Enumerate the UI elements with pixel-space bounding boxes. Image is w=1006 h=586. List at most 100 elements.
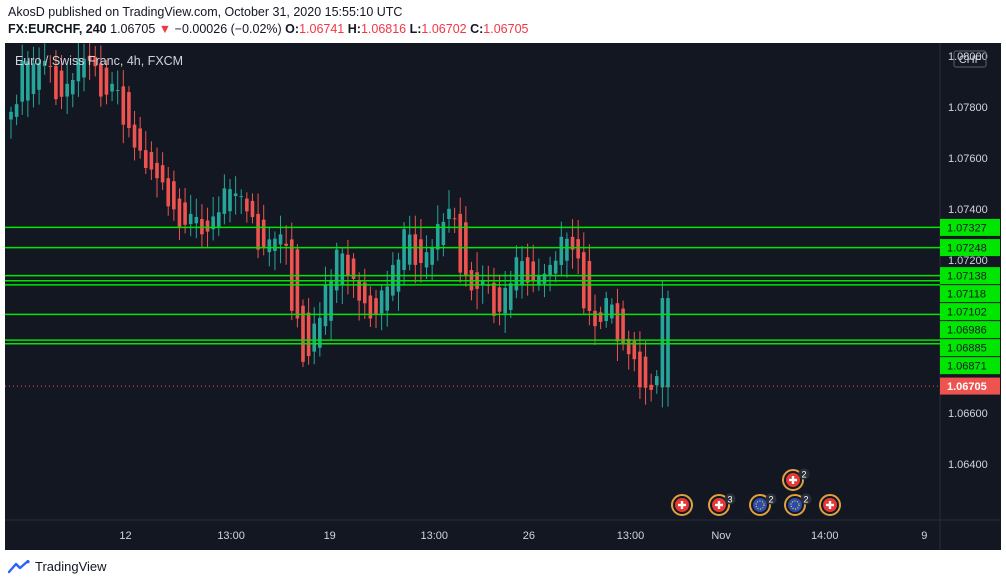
level-price-tag-label: 1.07327 <box>947 222 987 234</box>
candle-body <box>216 212 221 227</box>
candle-body <box>65 83 69 97</box>
level-price-tag-label: 1.06986 <box>947 325 987 337</box>
time-tick-label: 19 <box>324 530 336 542</box>
eu-stars <box>790 500 800 510</box>
candle <box>419 218 423 283</box>
candle-body <box>233 193 238 197</box>
candle <box>132 110 137 161</box>
candle <box>211 196 215 241</box>
level-price-tag-label: 1.07248 <box>947 243 987 255</box>
candle-body <box>261 219 266 249</box>
candle <box>621 300 625 351</box>
level-price-tag <box>940 218 1000 236</box>
candle <box>610 298 614 324</box>
time-tick-label: 26 <box>523 530 535 542</box>
candle <box>104 60 109 105</box>
symbol-name: FX:EURCHF, 240 <box>8 22 107 36</box>
candle-body <box>654 376 659 386</box>
candle <box>76 43 81 97</box>
candle-body <box>278 234 283 245</box>
candle-body <box>626 338 631 355</box>
candle <box>312 307 317 365</box>
candle-body <box>458 213 463 273</box>
candle-body <box>70 79 75 95</box>
tradingview-logo[interactable]: TradingView <box>8 559 107 574</box>
candle <box>99 45 103 107</box>
candle-body <box>26 61 30 101</box>
candle <box>289 222 294 321</box>
event-count: 3 <box>727 495 732 505</box>
candle <box>458 197 463 283</box>
candle <box>20 44 25 115</box>
candle <box>31 46 36 108</box>
time-tick-label: 12 <box>119 530 131 542</box>
candle-body <box>643 356 648 388</box>
candle <box>514 245 519 299</box>
candle-body <box>464 222 468 276</box>
economic-event-icon[interactable] <box>819 494 841 516</box>
candle-body <box>9 111 13 120</box>
candle <box>593 294 597 345</box>
candle-body <box>497 287 502 312</box>
candle-body <box>666 298 670 388</box>
candle-body <box>407 234 412 265</box>
candle <box>334 242 339 304</box>
economic-event-icon[interactable] <box>671 494 693 516</box>
candle <box>323 266 328 335</box>
candlestick-chart[interactable]: 1.08000 1.07800 1.07600 1.07400 1.07200 1.066… <box>5 43 1001 550</box>
candle-body <box>211 216 215 230</box>
candle-body <box>48 65 53 67</box>
candle <box>65 64 69 115</box>
candle-body <box>76 58 81 82</box>
candle-body <box>362 282 367 304</box>
candle-body <box>632 340 637 360</box>
candle <box>615 288 620 362</box>
candle-body <box>430 247 434 265</box>
candle-body <box>553 260 558 274</box>
chart-panel[interactable]: 1.08000 1.07800 1.07600 1.07400 1.07200 1.066… <box>5 43 1001 550</box>
economic-event-icon[interactable]: 2 <box>784 493 812 516</box>
candle-body <box>166 178 171 207</box>
candle <box>26 51 30 118</box>
candle-body <box>250 200 255 218</box>
economic-event-icon[interactable]: 2 <box>782 468 810 491</box>
candle <box>632 331 637 372</box>
candle <box>441 213 446 257</box>
time-tick-label: 9 <box>921 530 927 542</box>
candle-body <box>334 249 339 291</box>
eu-stars <box>755 500 765 510</box>
candle <box>447 190 451 233</box>
currency-badge-label: CHF <box>959 54 982 66</box>
economic-event-icon[interactable]: 3 <box>708 493 736 516</box>
candle-body <box>621 308 625 344</box>
down-arrow-icon: ▼ <box>158 22 172 36</box>
candle-body <box>542 273 547 284</box>
candle-body <box>318 317 322 348</box>
candle <box>177 188 182 240</box>
event-cross-v <box>828 501 832 509</box>
candle <box>565 232 569 278</box>
candle <box>385 270 390 327</box>
candle-body <box>357 280 361 301</box>
candle <box>559 221 564 277</box>
candle <box>110 72 114 102</box>
candle <box>508 270 513 318</box>
candle-body <box>570 236 575 250</box>
candle <box>54 50 58 106</box>
candle <box>391 252 395 302</box>
candle <box>37 47 41 105</box>
economic-event-icon[interactable]: 2 <box>749 493 777 516</box>
candle-body <box>256 213 260 250</box>
candle-body <box>480 280 485 286</box>
candle-body <box>312 323 317 352</box>
chart-legend: Euro / Swiss Franc, 4h, FXCM <box>15 54 183 68</box>
price-tick-label: 1.07800 <box>948 102 988 114</box>
candle-body <box>138 128 142 151</box>
event-count: 2 <box>803 495 808 505</box>
level-price-tag-label: 1.06885 <box>947 343 987 355</box>
candle-body <box>20 60 25 102</box>
candle <box>216 196 221 236</box>
candle-body <box>419 239 423 264</box>
candle <box>424 235 429 279</box>
candle <box>245 192 249 223</box>
